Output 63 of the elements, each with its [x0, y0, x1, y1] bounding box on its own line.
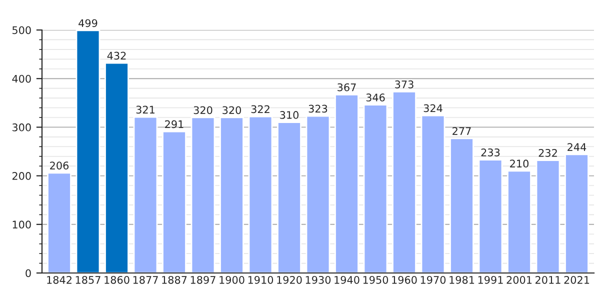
x-tick-label: 2021: [564, 276, 590, 284]
bar: [248, 116, 273, 273]
bar: [190, 116, 216, 273]
bar: [450, 138, 474, 273]
data-label: 367: [338, 83, 356, 92]
bar: [478, 159, 503, 273]
x-tick-label: 1897: [190, 276, 216, 284]
bar: [76, 30, 100, 273]
data-label: 373: [395, 80, 414, 88]
bar: [507, 170, 532, 273]
data-label: 291: [165, 120, 184, 128]
x-tick-label: 1970: [420, 276, 446, 284]
data-label: 324: [424, 104, 442, 112]
bar: [220, 116, 244, 273]
x-tick-label: 1860: [104, 276, 130, 284]
bar: [162, 130, 186, 273]
x-tick-label: 1857: [76, 276, 100, 284]
data-label: 277: [452, 127, 471, 135]
data-label: 499: [78, 19, 98, 28]
x-tick-label: 1877: [133, 276, 158, 284]
bar: [392, 91, 416, 273]
y-tick-label: 500: [12, 26, 31, 34]
data-label: 244: [568, 143, 586, 151]
data-label: 432: [107, 52, 126, 60]
x-tick-label: 1981: [450, 276, 474, 284]
y-tick-label: 300: [12, 123, 31, 132]
bar: [420, 114, 446, 273]
bar: [334, 94, 359, 273]
bar: [133, 116, 158, 273]
y-tick-label: 0: [26, 269, 31, 278]
data-label: 206: [50, 162, 69, 170]
bar: [47, 172, 72, 273]
data-label: 346: [366, 94, 385, 102]
x-tick-label: 1940: [334, 276, 360, 284]
x-tick-label: 1900: [220, 276, 244, 284]
data-label: 322: [251, 105, 270, 114]
y-tick-label: 100: [12, 220, 31, 229]
bar: [536, 160, 560, 273]
data-label: 323: [308, 104, 328, 113]
x-tick-label: 1920: [277, 276, 302, 284]
x-tick-label: 2011: [536, 276, 560, 284]
data-label: 320: [194, 106, 212, 114]
x-tick-label: 1887: [162, 276, 187, 284]
bar: [277, 122, 302, 273]
x-tick-label: 1950: [363, 276, 388, 284]
bar: [564, 154, 589, 273]
y-tick-label: 200: [12, 172, 31, 180]
data-label: 210: [510, 160, 528, 168]
data-label: 310: [280, 111, 298, 119]
bar: [306, 115, 330, 273]
x-tick-label: 1842: [47, 276, 72, 284]
y-tick-label: 400: [12, 74, 31, 83]
x-tick-label: 2001: [506, 276, 532, 284]
data-label: 233: [481, 148, 500, 156]
x-tick-label: 1991: [478, 276, 503, 284]
data-label: 232: [538, 148, 557, 157]
bar: [363, 104, 388, 273]
x-tick-label: 1930: [306, 276, 331, 284]
data-label: 320: [222, 106, 241, 114]
x-tick-label: 1960: [392, 276, 417, 284]
data-label: 321: [136, 106, 154, 114]
x-tick-label: 1910: [248, 276, 274, 284]
bar: [104, 62, 129, 273]
